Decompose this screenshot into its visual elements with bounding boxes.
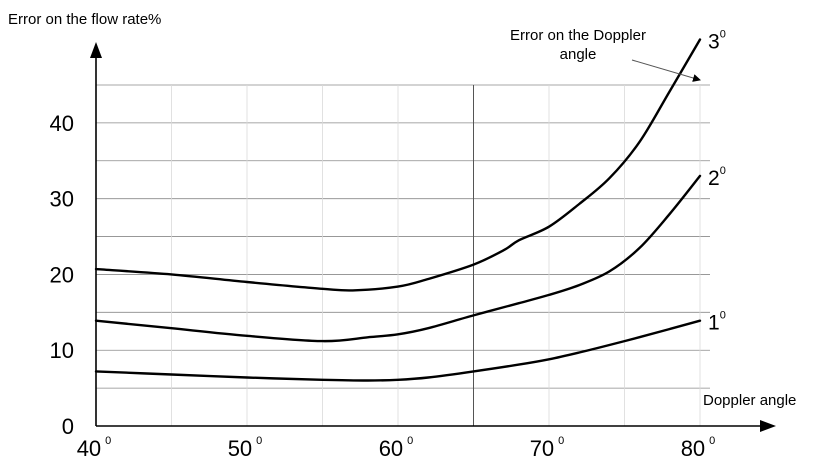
y-tick-label: 10 <box>50 338 74 363</box>
legend-title-line-1: Error on the Doppler <box>510 27 646 44</box>
x-tick-label: 50 0 <box>228 435 263 461</box>
series-label-2: 20 <box>708 165 726 190</box>
y-tick-label: 30 <box>50 187 74 212</box>
y-axis-title: Error on the flow rate% <box>8 11 161 28</box>
legend-pointer-arrow <box>631 59 701 82</box>
y-tick-label: 40 <box>50 111 74 136</box>
series-labels: 10 20 30 <box>708 29 726 335</box>
x-axis-arrow-icon <box>760 420 776 432</box>
horizontal-gridlines <box>96 84 710 389</box>
series-lines <box>94 38 702 382</box>
x-tick-labels: 40 0 50 0 60 0 70 0 80 0 <box>77 435 716 461</box>
series-label-3: 30 <box>708 29 726 54</box>
series-line-3 <box>94 38 702 292</box>
x-tick-label: 60 0 <box>379 435 414 461</box>
x-tick-label: 70 0 <box>530 435 565 461</box>
series-line-1 <box>94 319 702 382</box>
x-axis-title: Doppler angle <box>703 392 796 409</box>
y-axis-arrow-icon <box>90 42 102 58</box>
y-tick-label: 20 <box>50 262 74 287</box>
series-line-2 <box>94 174 702 343</box>
series-label-1: 10 <box>708 310 726 335</box>
x-tick-label: 40 0 <box>77 435 112 461</box>
vertical-gridlines <box>171 85 701 426</box>
x-tick-label: 80 0 <box>681 435 716 461</box>
y-tick-labels: 0 10 20 30 40 <box>50 111 74 439</box>
y-tick-label: 0 <box>62 414 74 439</box>
legend-title-line-2: angle <box>560 46 597 63</box>
